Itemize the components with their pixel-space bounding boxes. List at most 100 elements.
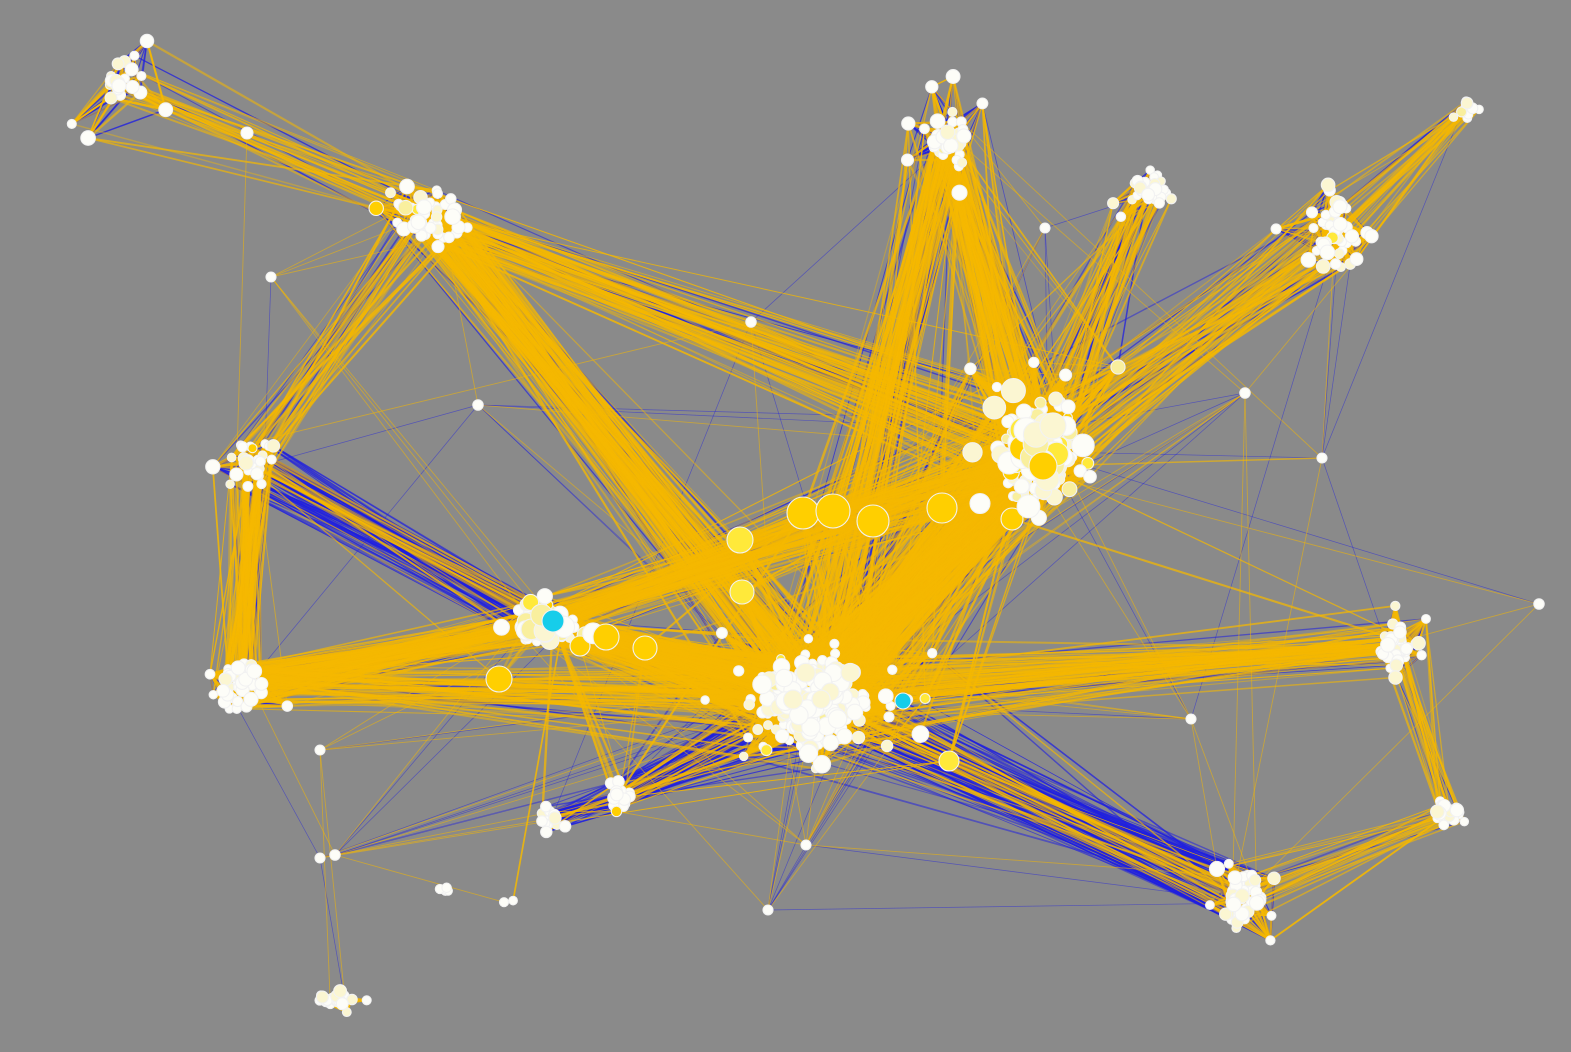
graph-node[interactable] xyxy=(536,588,553,605)
graph-node[interactable] xyxy=(368,200,384,217)
graph-node[interactable] xyxy=(1223,858,1234,869)
graph-node[interactable] xyxy=(1456,106,1468,118)
graph-node[interactable] xyxy=(1234,906,1250,922)
graph-node-hub[interactable] xyxy=(726,526,754,554)
node-layer[interactable] xyxy=(66,33,1545,1018)
graph-node[interactable] xyxy=(158,102,174,118)
graph-node[interactable] xyxy=(1266,910,1277,921)
graph-node[interactable] xyxy=(1165,193,1177,205)
graph-node[interactable] xyxy=(1248,895,1265,911)
graph-node[interactable] xyxy=(964,362,977,376)
graph-node[interactable] xyxy=(1061,481,1078,498)
graph-node[interactable] xyxy=(1349,252,1364,267)
graph-node[interactable] xyxy=(66,118,77,129)
graph-node[interactable] xyxy=(887,664,898,675)
graph-node[interactable] xyxy=(738,751,749,762)
graph-node[interactable] xyxy=(1115,211,1127,223)
graph-node[interactable] xyxy=(432,188,443,199)
graph-node[interactable] xyxy=(1110,359,1126,375)
graph-node[interactable] xyxy=(1344,229,1360,244)
graph-node[interactable] xyxy=(111,57,125,71)
graph-node[interactable] xyxy=(1153,197,1165,209)
graph-node[interactable] xyxy=(801,717,821,737)
graph-node[interactable] xyxy=(610,805,623,818)
graph-node[interactable] xyxy=(800,839,812,851)
graph-node[interactable] xyxy=(444,208,461,226)
graph-node[interactable] xyxy=(1448,112,1459,122)
graph-node[interactable] xyxy=(1533,598,1545,610)
graph-node[interactable] xyxy=(760,744,773,757)
graph-node[interactable] xyxy=(1219,907,1233,921)
graph-node[interactable] xyxy=(1333,248,1345,259)
graph-node[interactable] xyxy=(125,79,140,95)
graph-node[interactable] xyxy=(752,674,773,695)
graph-node[interactable] xyxy=(1227,870,1243,886)
graph-node[interactable] xyxy=(265,271,277,283)
graph-node[interactable] xyxy=(139,33,155,49)
graph-node[interactable] xyxy=(250,467,264,481)
graph-node[interactable] xyxy=(443,231,455,244)
graph-node[interactable] xyxy=(236,441,249,453)
graph-node[interactable] xyxy=(1449,803,1465,818)
graph-node[interactable] xyxy=(1329,258,1342,270)
graph-node[interactable] xyxy=(548,811,562,825)
graph-node[interactable] xyxy=(1039,222,1051,234)
graph-node-hub[interactable] xyxy=(815,493,851,529)
graph-node[interactable] xyxy=(929,113,946,130)
graph-node[interactable] xyxy=(430,211,443,223)
graph-node[interactable] xyxy=(1421,613,1431,624)
graph-node[interactable] xyxy=(745,316,757,328)
graph-node[interactable] xyxy=(1073,464,1087,478)
graph-node[interactable] xyxy=(982,395,1007,420)
graph-node-hub[interactable] xyxy=(1000,507,1024,531)
graph-node[interactable] xyxy=(230,660,246,676)
graph-node[interactable] xyxy=(836,728,853,745)
graph-node[interactable] xyxy=(254,676,269,691)
graph-node[interactable] xyxy=(399,178,415,195)
graph-node[interactable] xyxy=(1332,216,1348,232)
graph-node[interactable] xyxy=(1107,197,1120,210)
graph-node[interactable] xyxy=(1059,368,1073,382)
graph-node[interactable] xyxy=(943,137,959,154)
graph-node[interactable] xyxy=(498,897,510,908)
graph-node[interactable] xyxy=(901,116,916,131)
graph-node[interactable] xyxy=(1016,494,1041,519)
graph-node[interactable] xyxy=(540,825,553,839)
graph-node[interactable] xyxy=(111,78,127,94)
graph-node[interactable] xyxy=(314,852,326,864)
graph-node[interactable] xyxy=(715,627,728,639)
graph-node[interactable] xyxy=(558,820,572,833)
graph-node[interactable] xyxy=(231,695,244,708)
graph-node[interactable] xyxy=(945,69,961,84)
graph-node[interactable] xyxy=(1459,816,1470,827)
graph-node[interactable] xyxy=(266,454,277,465)
graph-node[interactable] xyxy=(1141,187,1156,202)
graph-node[interactable] xyxy=(1305,206,1319,219)
graph-node[interactable] xyxy=(1270,223,1282,235)
graph-node[interactable] xyxy=(410,214,427,231)
graph-node[interactable] xyxy=(1316,452,1328,464)
graph-node-hub[interactable] xyxy=(485,665,513,693)
graph-node[interactable] xyxy=(281,700,294,712)
graph-node[interactable] xyxy=(1013,478,1030,495)
graph-node[interactable] xyxy=(1364,229,1379,244)
graph-node[interactable] xyxy=(416,199,433,216)
graph-node[interactable] xyxy=(1332,199,1348,215)
graph-node[interactable] xyxy=(851,730,866,745)
graph-node[interactable] xyxy=(743,698,755,711)
graph-node[interactable] xyxy=(1000,378,1026,404)
graph-node[interactable] xyxy=(256,478,267,490)
graph-node[interactable] xyxy=(216,683,231,698)
graph-node[interactable] xyxy=(939,124,956,141)
graph-node[interactable] xyxy=(243,691,259,707)
graph-node[interactable] xyxy=(1400,642,1413,656)
graph-node[interactable] xyxy=(1071,433,1095,458)
graph-node[interactable] xyxy=(508,895,518,906)
graph-node-hub[interactable] xyxy=(569,635,591,657)
graph-node[interactable] xyxy=(1060,399,1076,415)
graph-node[interactable] xyxy=(822,734,840,752)
graph-node[interactable] xyxy=(774,728,790,744)
graph-node[interactable] xyxy=(242,480,254,492)
graph-node[interactable] xyxy=(431,240,445,254)
